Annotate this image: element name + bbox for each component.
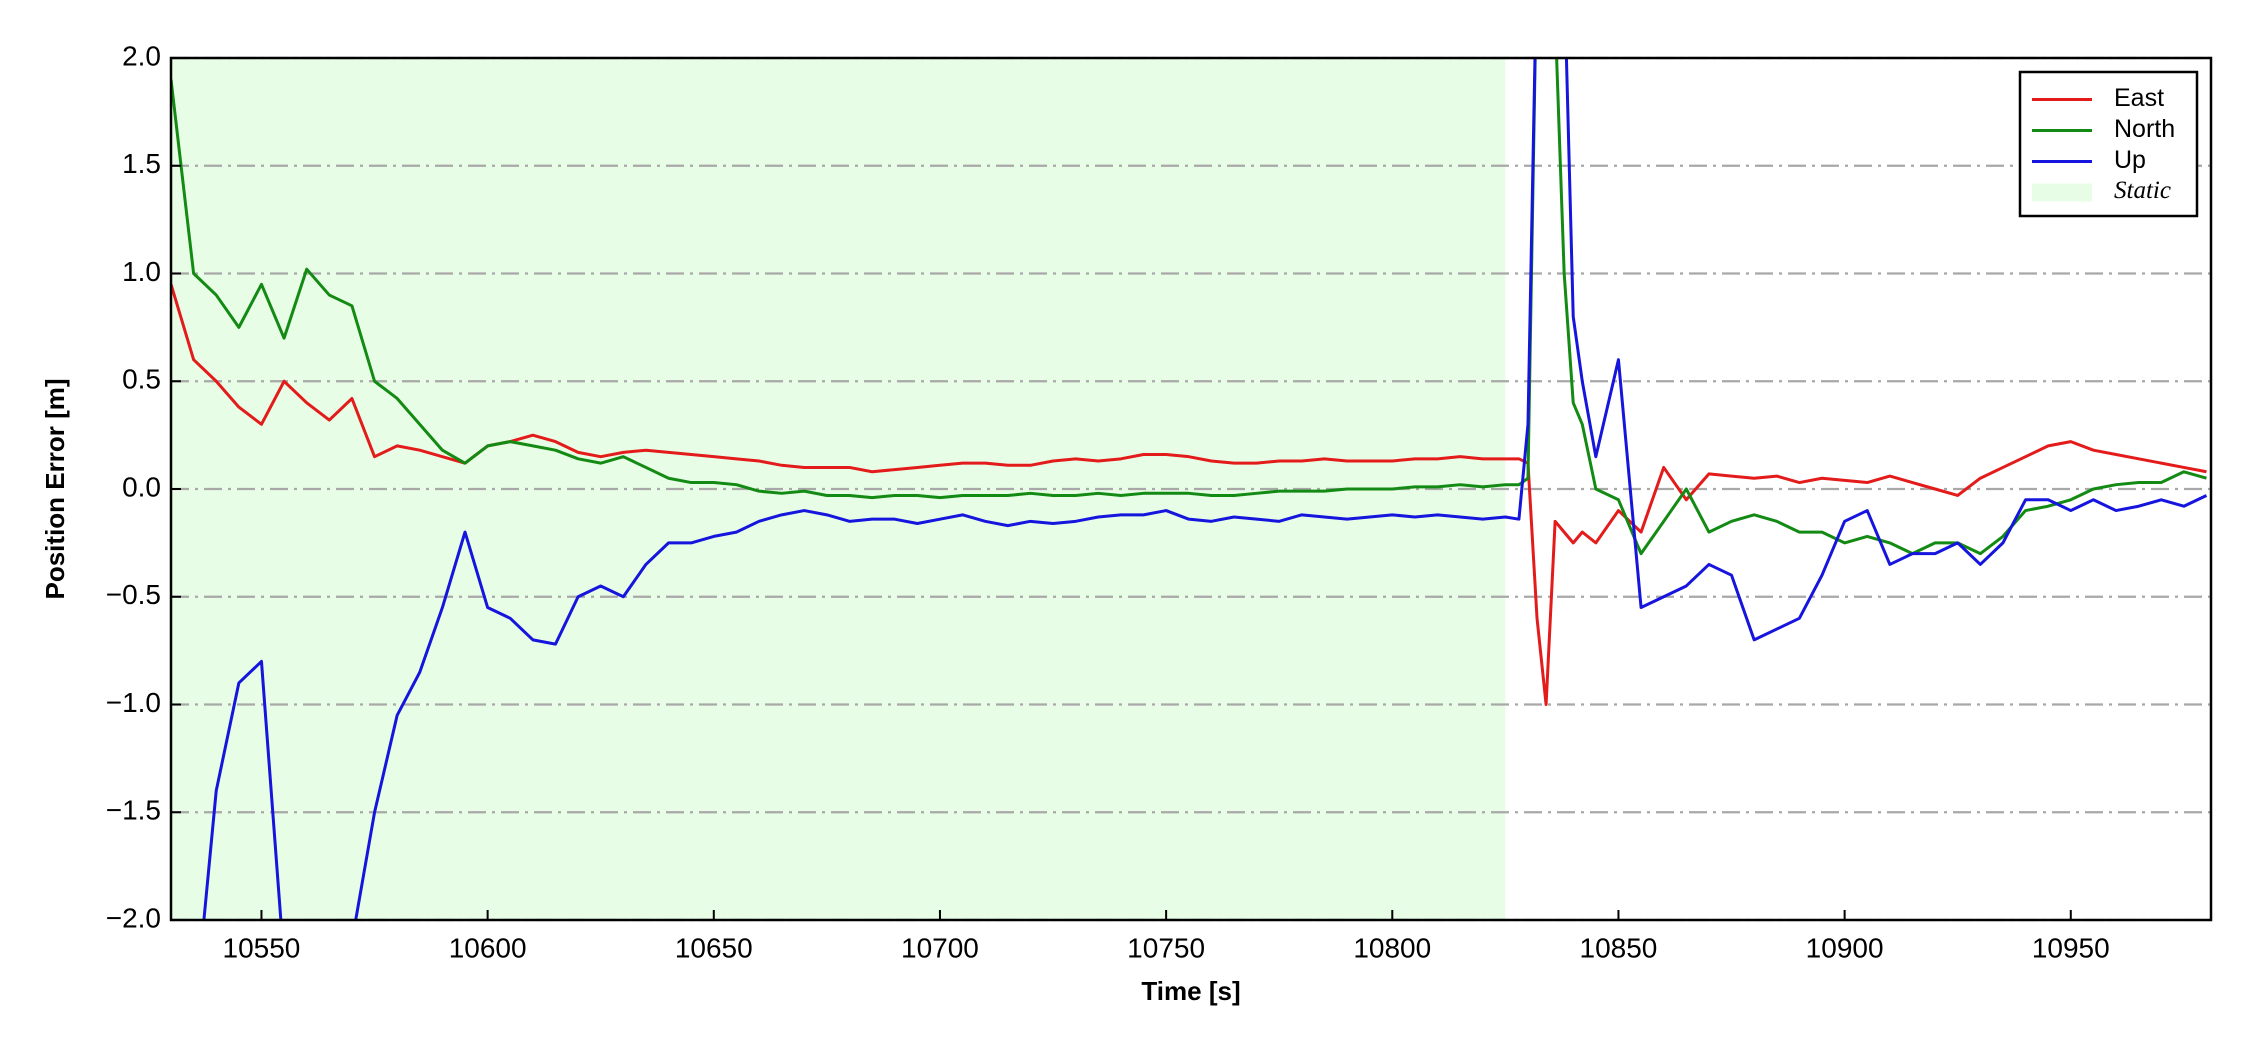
x-tick-label: 10950	[2032, 932, 2110, 963]
plot-area	[171, 56, 2211, 922]
legend-label: East	[2114, 84, 2164, 112]
y-tick-label: 2.0	[122, 40, 161, 71]
x-tick-label: 10650	[675, 932, 753, 963]
series-line	[171, 58, 2207, 556]
y-tick-label: 0.5	[122, 364, 161, 395]
y-tick-label: 0.0	[122, 471, 161, 502]
series-line	[202, 58, 2208, 920]
y-tick-label: −0.5	[106, 579, 161, 610]
x-tick-label: 10600	[449, 932, 527, 963]
x-tick-label: 10700	[901, 932, 979, 963]
y-axis-label: Position Error [m]	[40, 378, 70, 599]
y-tick-label: 1.0	[122, 256, 161, 287]
y-tick-label: −1.5	[106, 795, 161, 826]
y-tick-label: −1.0	[106, 687, 161, 718]
y-tick-label: −2.0	[106, 902, 161, 933]
legend-label: Static	[2114, 177, 2171, 204]
x-tick-label: 10850	[1580, 932, 1658, 963]
series-line	[171, 283, 2207, 706]
plot-frame	[169, 56, 2213, 922]
x-tick-label: 10800	[1353, 932, 1431, 963]
axes-layer: −2.0 −1.5 −1.0 −0.5 0.0 0.5 1.0 1.5 2.0 10550 1060…	[106, 40, 2213, 963]
legend-swatch	[2032, 183, 2092, 202]
x-axis-label: Time [s]	[1141, 976, 1240, 1006]
legend-label: North	[2114, 115, 2175, 143]
legend-label: Up	[2114, 146, 2146, 174]
x-tick-label: 10900	[1806, 932, 1884, 963]
y-tick-label: 1.5	[122, 148, 161, 179]
series-layer	[171, 58, 2208, 920]
x-tick-label: 10550	[223, 932, 301, 963]
x-tick-label: 10750	[1127, 932, 1205, 963]
